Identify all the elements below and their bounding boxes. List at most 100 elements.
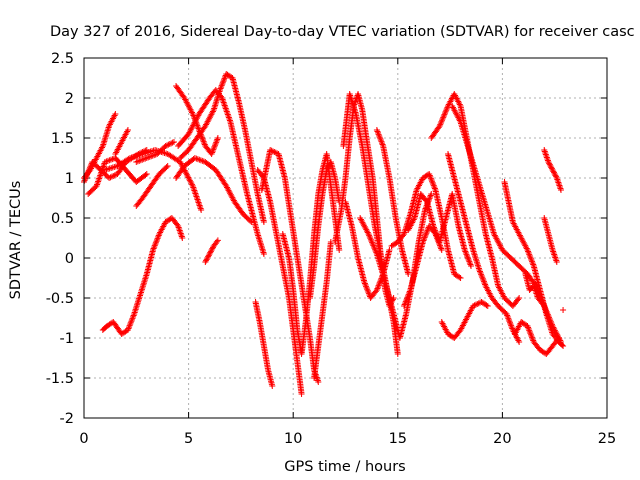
data-point [220, 76, 227, 83]
data-point [560, 307, 567, 313]
data-point [466, 260, 473, 267]
data-point [324, 165, 331, 172]
data-point [85, 167, 92, 174]
x-tick-label: 0 [79, 431, 88, 447]
data-point [426, 172, 433, 179]
data-point [224, 111, 231, 118]
data-point [86, 164, 93, 171]
data-point [547, 163, 554, 169]
data-point [468, 263, 475, 269]
data-point [323, 167, 330, 173]
data-point [182, 168, 189, 175]
data-point [403, 297, 410, 304]
data-point [218, 82, 225, 89]
data-point [439, 117, 446, 124]
data-point [546, 160, 553, 167]
data-point [374, 285, 381, 292]
data-point [379, 141, 386, 148]
data-point [427, 173, 434, 180]
data-point [375, 284, 382, 291]
data-point [194, 196, 201, 203]
series-t10 [175, 87, 267, 257]
data-point [559, 342, 566, 348]
data-point [421, 236, 428, 243]
data-point [560, 343, 567, 349]
chart-title: Day 327 of 2016, Sidereal Day-to-day VTE… [50, 24, 635, 40]
data-point [214, 237, 221, 244]
data-point [126, 322, 133, 329]
data-point [478, 271, 485, 278]
data-point [529, 336, 536, 343]
data-point [430, 223, 437, 229]
data-point [506, 318, 513, 325]
data-point [136, 157, 143, 164]
data-point [200, 138, 207, 145]
data-point [472, 301, 479, 308]
data-point [529, 260, 536, 267]
data-point [187, 126, 194, 133]
data-point [432, 228, 439, 235]
data-point [429, 178, 436, 185]
data-point [209, 245, 216, 252]
data-point [190, 122, 197, 129]
data-point [177, 230, 184, 237]
data-point [193, 193, 200, 200]
series-t37 [560, 307, 567, 313]
data-point [151, 242, 158, 249]
data-point [209, 149, 216, 156]
data-point [154, 235, 161, 242]
data-point [477, 269, 484, 276]
data-point [142, 172, 149, 178]
data-point [404, 294, 411, 301]
y-tick-label: 0.5 [51, 211, 74, 227]
data-point [422, 231, 429, 238]
data-point [363, 284, 370, 291]
data-point [406, 288, 413, 295]
data-point [365, 289, 372, 296]
series-t29 [445, 151, 523, 345]
data-point [220, 78, 227, 85]
data-point [199, 157, 206, 164]
data-point [142, 155, 149, 162]
data-point [525, 249, 532, 256]
data-point [176, 227, 183, 234]
data-point [150, 247, 157, 253]
data-point [168, 140, 175, 147]
data-point [367, 236, 374, 243]
data-point [196, 202, 203, 209]
data-point [364, 287, 371, 294]
series-t3 [85, 155, 150, 197]
series-t18 [306, 159, 343, 301]
data-point [426, 195, 433, 202]
data-point [145, 154, 152, 161]
x-tick-label: 5 [184, 431, 193, 447]
series-t22 [342, 199, 393, 301]
data-point [96, 174, 103, 180]
data-point [438, 118, 445, 125]
data-point [101, 159, 108, 165]
data-point [526, 252, 533, 259]
data-point [557, 185, 564, 192]
data-point [107, 174, 114, 181]
data-point [526, 328, 533, 335]
data-point [542, 150, 549, 156]
data-point [213, 137, 220, 144]
data-point [213, 139, 220, 146]
data-point [479, 275, 486, 282]
data-point [430, 182, 437, 189]
data-point [86, 166, 93, 173]
data-point [545, 159, 552, 165]
data-point [95, 178, 102, 185]
data-point [110, 155, 117, 162]
data-point [428, 191, 435, 197]
data-point [219, 81, 226, 88]
data-point [177, 160, 184, 167]
data-point [529, 258, 536, 265]
data-point [183, 170, 190, 177]
data-point [106, 157, 113, 164]
data-point [137, 157, 144, 164]
data-point [465, 255, 472, 262]
data-point [551, 169, 558, 176]
data-point [431, 225, 438, 232]
data-point [366, 232, 373, 239]
